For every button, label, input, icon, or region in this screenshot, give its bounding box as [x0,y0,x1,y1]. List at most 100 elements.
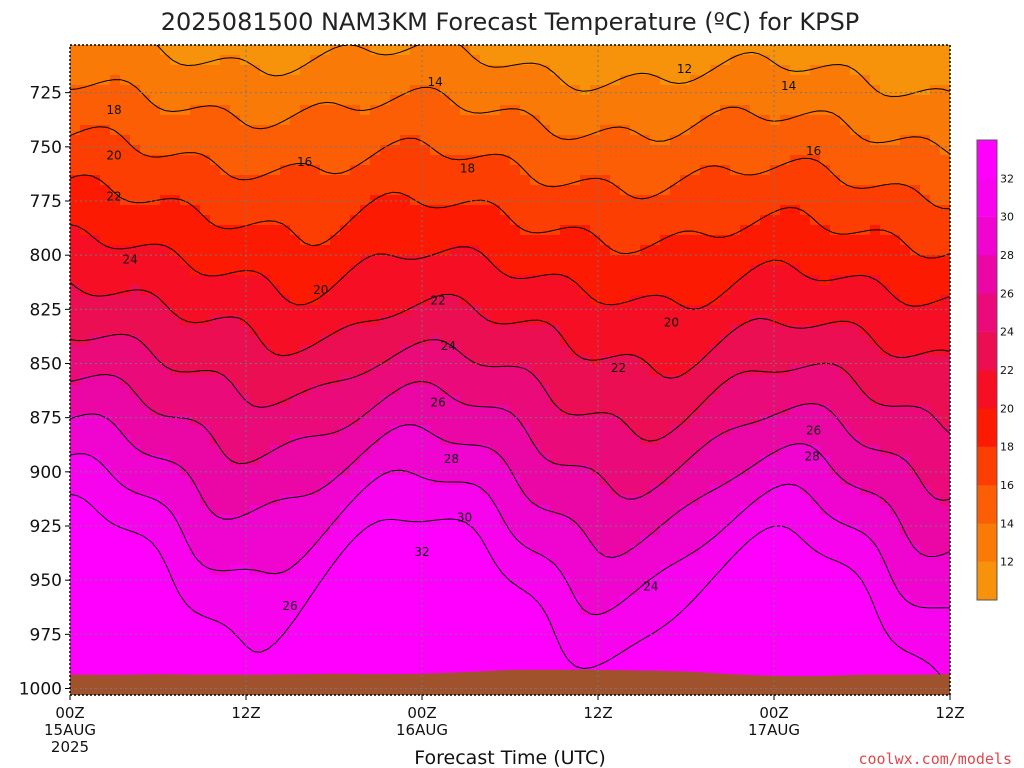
temperature-fill-cell [740,375,751,386]
temperature-fill-cell [170,55,181,66]
temperature-fill-cell [780,255,791,266]
temperature-fill-cell [570,175,581,186]
temperature-fill-cell [670,375,681,386]
temperature-fill-cell [160,655,171,666]
temperature-fill-cell [510,405,521,416]
temperature-fill-cell [730,275,741,286]
temperature-fill-cell [690,305,701,316]
temperature-fill-cell [610,595,621,606]
temperature-fill-cell [620,495,631,506]
temperature-fill-cell [120,155,131,166]
temperature-fill-cell [90,155,101,166]
temperature-fill-cell [80,545,91,556]
temperature-fill-cell [340,435,351,446]
temperature-fill-cell [600,585,611,596]
temperature-fill-cell [70,45,81,56]
temperature-fill-cell [810,375,821,386]
temperature-fill-cell [120,665,131,676]
temperature-fill-cell [610,175,621,186]
temperature-fill-cell [310,85,321,96]
temperature-fill-cell [380,545,391,556]
temperature-fill-cell [390,225,401,236]
temperature-fill-cell [310,275,321,286]
temperature-fill-cell [660,405,671,416]
temperature-fill-cell [540,545,551,556]
temperature-fill-cell [550,185,561,196]
temperature-fill-cell [500,595,511,606]
temperature-fill-cell [710,495,721,506]
temperature-fill-cell [560,315,571,326]
temperature-fill-cell [690,605,701,616]
temperature-fill-cell [480,645,491,656]
temperature-fill-cell [740,235,751,246]
temperature-fill-cell [370,275,381,286]
temperature-fill-cell [600,415,611,426]
temperature-fill-cell [300,215,311,226]
temperature-fill-cell [470,205,481,216]
temperature-fill-cell [370,195,381,206]
temperature-fill-cell [480,525,491,536]
temperature-fill-cell [430,535,441,546]
temperature-fill-cell [580,525,591,536]
temperature-fill-cell [460,345,471,356]
temperature-fill-cell [780,585,791,596]
temperature-fill-cell [300,355,311,366]
temperature-fill-cell [800,485,811,496]
temperature-fill-cell [660,115,671,126]
temperature-fill-cell [440,85,451,96]
temperature-fill-cell [480,175,491,186]
temperature-fill-cell [550,235,561,246]
temperature-fill-cell [270,525,281,536]
temperature-fill-cell [460,455,471,466]
temperature-fill-cell [770,185,781,196]
temperature-fill-cell [80,165,91,176]
temperature-fill-cell [620,115,631,126]
temperature-fill-cell [240,645,251,656]
temperature-fill-cell [540,345,551,356]
temperature-fill-cell [120,425,131,436]
temperature-fill-cell [400,55,411,66]
temperature-fill-cell [130,565,141,576]
temperature-fill-cell [670,275,681,286]
temperature-fill-cell [140,345,151,356]
temperature-fill-cell [770,375,781,386]
temperature-fill-cell [510,375,521,386]
temperature-fill-cell [160,375,171,386]
temperature-fill-cell [460,655,471,666]
temperature-fill-cell [530,565,541,576]
temperature-fill-cell [370,605,381,616]
temperature-fill-cell [590,595,601,606]
temperature-fill-cell [120,95,131,106]
temperature-fill-cell [750,445,761,456]
temperature-fill-cell [190,295,201,306]
temperature-fill-cell [90,305,101,316]
temperature-fill-cell [250,315,261,326]
temperature-fill-cell [730,255,741,266]
temperature-fill-cell [800,345,811,356]
temperature-fill-cell [410,335,421,346]
temperature-fill-cell [710,305,721,316]
temperature-fill-cell [550,445,561,456]
temperature-fill-cell [320,225,331,236]
temperature-fill-cell [330,235,341,246]
temperature-fill-cell [140,365,151,376]
temperature-fill-cell [450,185,461,196]
temperature-fill-cell [170,375,181,386]
temperature-fill-cell [650,355,661,366]
temperature-fill-cell [400,285,411,296]
temperature-fill-cell [520,275,531,286]
temperature-fill-cell [360,285,371,296]
temperature-fill-cell [570,225,581,236]
temperature-fill-cell [590,635,601,646]
temperature-fill-cell [260,655,271,666]
temperature-fill-cell [220,95,231,106]
temperature-fill-cell [800,95,811,106]
temperature-fill-cell [160,55,171,66]
temperature-fill-cell [630,255,641,266]
temperature-fill-cell [190,285,201,296]
temperature-fill-cell [820,195,831,206]
temperature-fill-cell [360,565,371,576]
temperature-fill-cell [300,65,311,76]
temperature-fill-cell [670,235,681,246]
temperature-fill-cell [190,215,201,226]
